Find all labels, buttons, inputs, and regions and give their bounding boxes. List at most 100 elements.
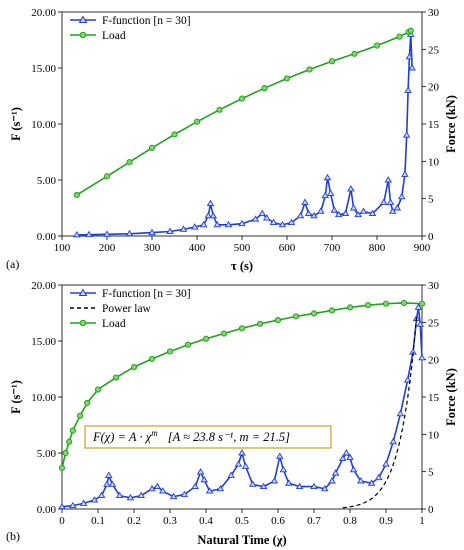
data-point <box>397 192 406 200</box>
data-point <box>386 198 395 205</box>
data-point <box>321 484 329 492</box>
data-point <box>66 438 73 445</box>
data-point <box>166 227 174 234</box>
data-point <box>382 460 390 467</box>
data-point <box>184 341 192 348</box>
data-point <box>405 52 414 60</box>
data-point <box>191 482 199 490</box>
data-point <box>90 496 99 503</box>
data-point <box>342 449 351 456</box>
x-tick-label: 100 <box>54 242 71 254</box>
data-point <box>166 348 174 355</box>
data-point <box>238 219 246 227</box>
chart-panel-b: 0 0.1 0.2 0.3 0.4 0.5 0.6 0.7 0.8 0.9 10.005.0010.… <box>6 280 458 547</box>
data-point <box>148 228 156 236</box>
data-point <box>103 173 111 180</box>
legend-label: F-function [n = 30] <box>102 288 191 300</box>
data-point <box>287 218 296 226</box>
data-point <box>258 209 267 217</box>
data-point <box>404 86 412 93</box>
data-point <box>103 230 111 237</box>
y2-tick-label: 20 <box>428 82 440 94</box>
data-point <box>179 225 188 232</box>
data-point <box>209 211 217 219</box>
y2-axis-label: Force (kN) <box>444 95 458 153</box>
data-point <box>234 460 243 467</box>
data-point <box>349 465 358 473</box>
data-point <box>103 480 111 487</box>
x-tick-label: 0 <box>59 515 65 527</box>
data-point <box>227 471 235 478</box>
data-point <box>384 176 393 183</box>
y2-axis-label: Force (kN) <box>444 368 458 426</box>
x-tick-label: 800 <box>369 242 386 254</box>
x-tick-label: 700 <box>324 242 341 254</box>
data-point <box>379 198 388 205</box>
series-load <box>73 27 414 199</box>
data-point <box>126 158 133 166</box>
equation-exponent: m <box>151 428 158 438</box>
data-point <box>190 223 199 230</box>
data-point <box>58 464 66 472</box>
data-point <box>238 95 246 102</box>
legend-label: Power law <box>102 303 152 315</box>
y2-tick-label: 20 <box>428 355 440 367</box>
equation-annotation: F(χ) = A · χm [A ≈ 23.8 s⁻¹, m = 21.5] <box>84 425 332 449</box>
data-point <box>388 207 397 214</box>
chart-panel-a: 100 200 300 400 500 600 700 800 9000.005.0010.00… <box>6 7 458 273</box>
data-point <box>130 364 138 371</box>
y-tick-label: 15.00 <box>31 63 56 75</box>
data-point <box>200 476 208 483</box>
data-point <box>283 75 291 82</box>
y2-tick-label: 5 <box>428 467 434 479</box>
data-point <box>351 50 358 57</box>
data-point <box>292 313 300 320</box>
data-point <box>321 191 330 199</box>
data-point <box>389 437 397 445</box>
data-point <box>126 493 135 501</box>
data-point <box>349 204 358 211</box>
data-point <box>193 118 201 125</box>
data-point <box>199 220 208 228</box>
data-point <box>346 453 354 460</box>
data-point <box>108 480 117 487</box>
legend-marker <box>78 288 88 296</box>
legend-marker <box>79 319 87 327</box>
y2-tick-label: 0 <box>428 504 434 516</box>
data-point <box>171 131 178 138</box>
data-point <box>148 355 156 363</box>
data-point <box>79 499 88 506</box>
series-f-function-n-30 <box>73 30 416 238</box>
data-point <box>94 386 102 393</box>
legend-label: Load <box>102 318 126 330</box>
data-point <box>159 487 167 494</box>
legend: F-function [n = 30] Power law Load <box>70 288 191 330</box>
data-point <box>153 482 162 490</box>
data-point <box>414 303 423 310</box>
legend-label: F-function [n = 30] <box>102 15 191 27</box>
data-point <box>125 229 134 237</box>
y-tick-label: 20.00 <box>31 280 56 292</box>
data-point <box>328 58 336 65</box>
y2-tick-label: 5 <box>428 194 434 206</box>
data-point <box>301 198 309 205</box>
data-point <box>375 473 383 481</box>
series-line <box>76 30 412 196</box>
data-point <box>115 491 124 499</box>
data-point <box>285 479 293 486</box>
data-point <box>382 300 390 307</box>
x-tick-label: 600 <box>279 242 296 254</box>
data-point <box>373 42 381 49</box>
y2-tick-label: 30 <box>428 280 440 292</box>
data-point <box>396 409 405 417</box>
x-tick-label: 400 <box>189 242 206 254</box>
data-point <box>295 482 304 490</box>
data-point <box>73 191 80 199</box>
data-point <box>346 304 354 311</box>
data-point <box>251 215 260 222</box>
data-point <box>196 468 205 475</box>
y-tick-label: 5.00 <box>37 175 57 187</box>
data-point <box>310 310 318 317</box>
data-point <box>393 204 402 211</box>
data-point <box>339 454 347 462</box>
